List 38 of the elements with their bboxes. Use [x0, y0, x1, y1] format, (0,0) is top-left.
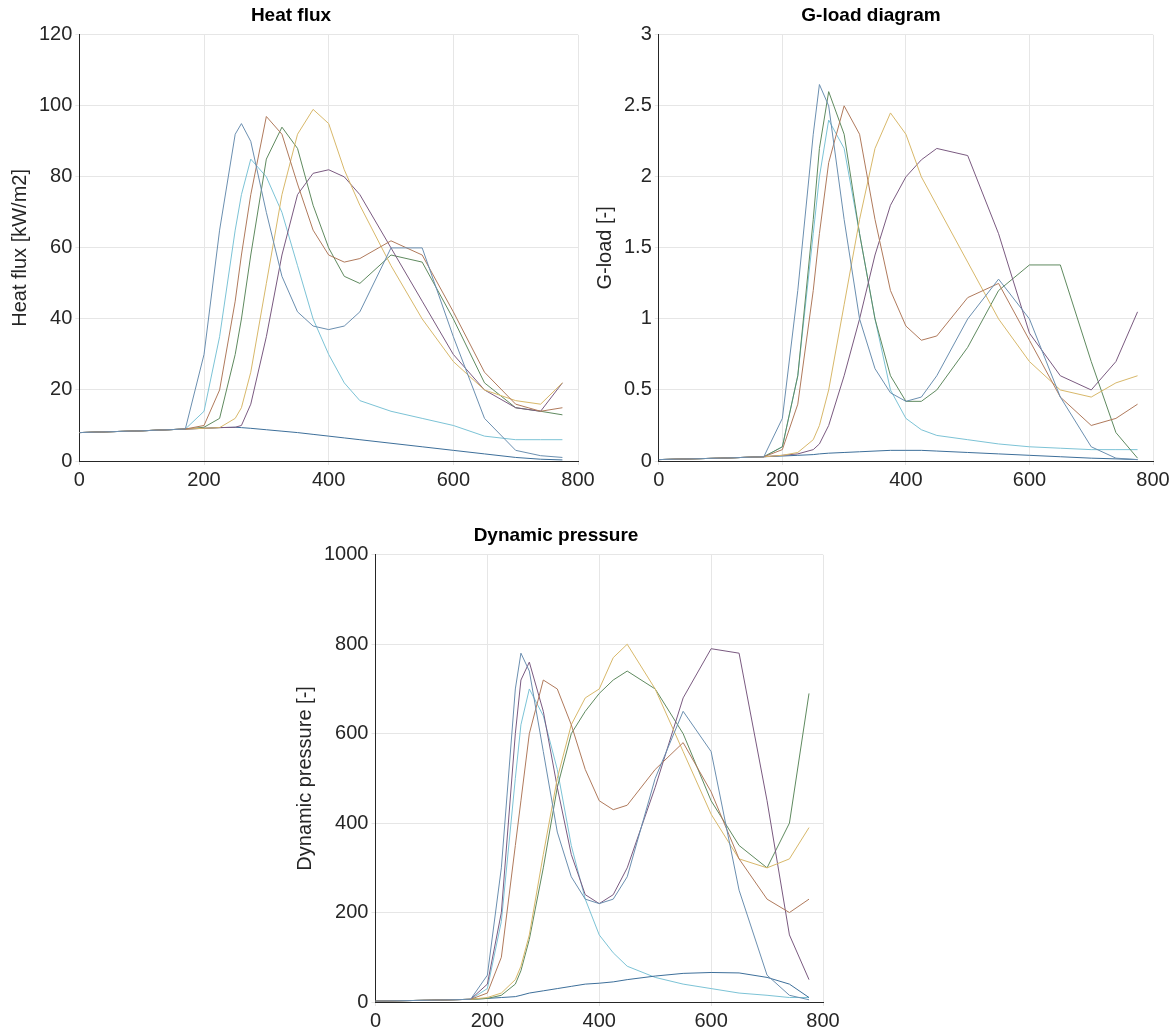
y-tick-label: 1.5: [623, 235, 652, 258]
chart-title: Heat flux: [250, 3, 332, 25]
x-tick-label: 200: [187, 467, 221, 490]
x-tick-label: 600: [1012, 467, 1047, 490]
y-tick-label: 1: [640, 306, 652, 329]
x-tick-label: 400: [889, 467, 923, 490]
y-tick-label: 60: [50, 235, 73, 258]
x-tick-label: 200: [470, 1008, 505, 1031]
y-axis-title: G-load [-]: [592, 206, 615, 290]
y-tick-label: 800: [335, 631, 369, 654]
x-tick-label: 600: [436, 467, 471, 490]
y-tick-label: 2.5: [623, 93, 652, 116]
x-tick-label: 400: [582, 1008, 616, 1031]
y-axis-title: Heat flux [kW/m2]: [7, 168, 30, 327]
y-tick-label: 0.5: [623, 377, 652, 400]
y-tick-label: 40: [50, 306, 73, 329]
x-tick-label: 600: [694, 1008, 728, 1031]
y-tick-label: 120: [38, 22, 73, 45]
y-tick-label: 1000: [323, 542, 369, 565]
y-axis-title: Dynamic pressure [-]: [292, 686, 315, 871]
y-tick-label: 20: [50, 377, 73, 400]
y-tick-label: 100: [38, 93, 73, 116]
y-tick-label: 200: [335, 900, 369, 923]
x-tick-label: 800: [806, 1008, 840, 1031]
y-tick-label: 3: [640, 22, 652, 45]
x-tick-label: 200: [765, 467, 800, 490]
x-tick-label: 800: [1136, 467, 1170, 490]
y-tick-label: 2: [640, 164, 652, 187]
chart-title: G-load diagram: [801, 3, 941, 25]
y-tick-label: 600: [335, 721, 369, 744]
x-tick-label: 800: [561, 467, 595, 490]
chart-title: Dynamic pressure: [473, 523, 639, 545]
x-tick-label: 400: [312, 467, 346, 490]
y-tick-label: 400: [335, 810, 369, 833]
y-tick-label: 0: [640, 448, 652, 471]
y-tick-label: 80: [50, 164, 73, 187]
y-tick-label: 0: [61, 448, 73, 471]
y-tick-label: 0: [357, 989, 369, 1012]
